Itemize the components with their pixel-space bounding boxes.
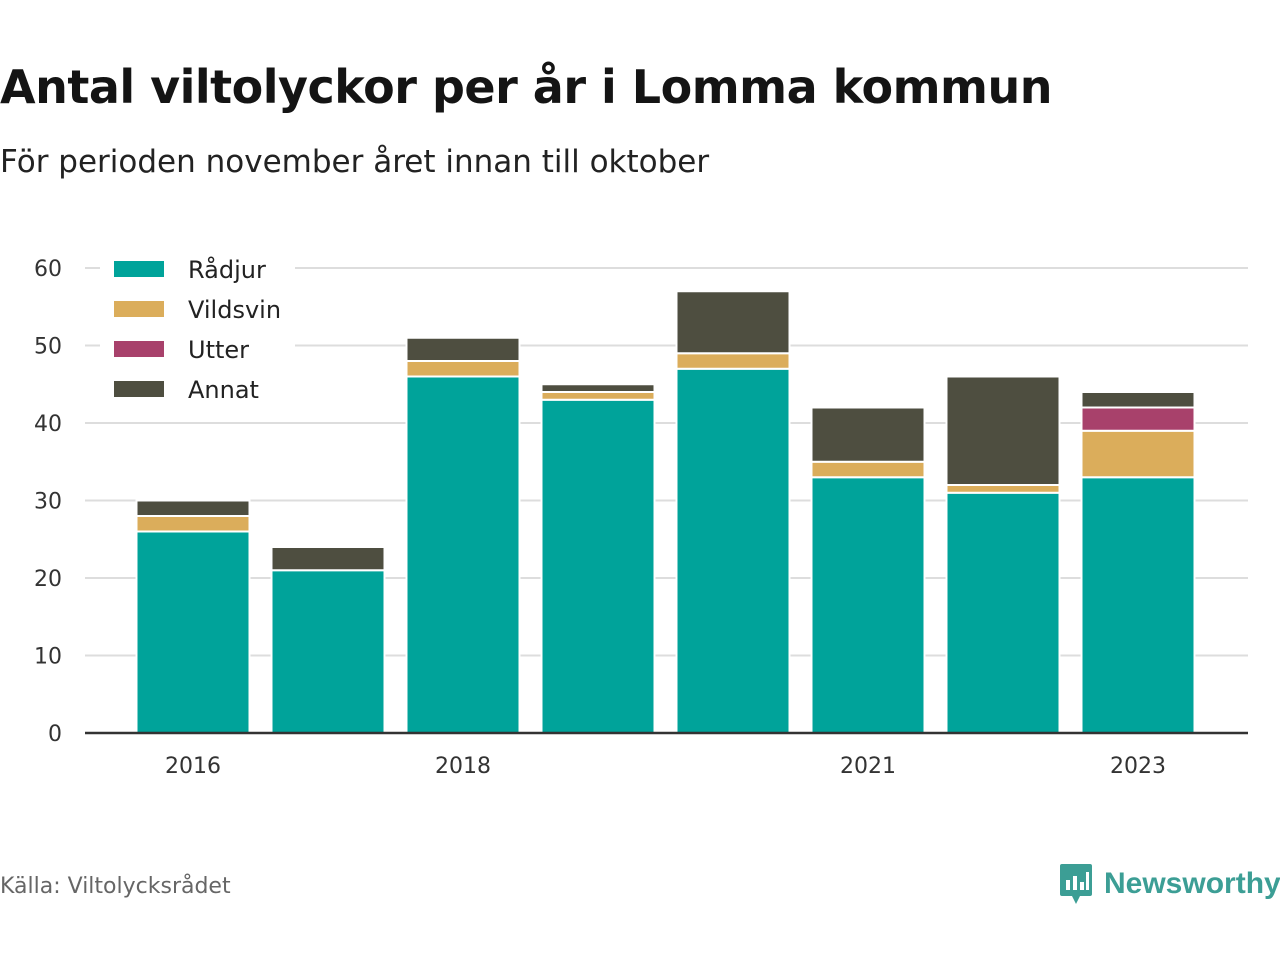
y-axis-ticks: 0 10 20 30 40 50 60 (34, 257, 62, 747)
chart-subtitle: För perioden november året innan till ok… (0, 144, 710, 180)
x-axis-ticks: 2016 2018 2021 2023 (165, 754, 1166, 779)
brand-name: Newsworthy (1104, 867, 1280, 900)
y-tick-label: 10 (34, 645, 62, 670)
bar-segment (405, 336, 521, 362)
bar-segment (810, 460, 926, 479)
bar-segment (945, 484, 1061, 494)
y-tick-label: 30 (34, 490, 62, 515)
bar-segment (135, 515, 251, 533)
y-tick-label: 60 (34, 257, 62, 282)
newsworthy-logo-icon (1060, 864, 1092, 904)
x-tick-label: 2018 (435, 754, 491, 779)
bars (135, 290, 1196, 734)
bar-segment (675, 290, 791, 355)
legend-label: Utter (188, 336, 249, 364)
bar-segment (1080, 391, 1196, 409)
bar-segment (405, 375, 521, 734)
chart-title: Antal viltolyckor per år i Lomma kommun (0, 60, 1052, 114)
bar-segment (945, 375, 1061, 486)
bar-segment (405, 360, 521, 378)
bar-segment (135, 530, 251, 734)
x-tick-label: 2016 (165, 754, 221, 779)
bar-segment (540, 398, 656, 734)
bar-segment (270, 569, 386, 734)
bar-segment (540, 383, 656, 393)
bar-segment (675, 367, 791, 734)
bar-segment (1080, 406, 1196, 432)
legend: Rådjur Vildsvin Utter Annat (100, 248, 295, 413)
y-tick-label: 50 (34, 335, 62, 360)
legend-swatch (114, 341, 164, 357)
y-tick-label: 40 (34, 412, 62, 437)
bar-segment (810, 406, 926, 463)
bar-segment (135, 499, 251, 517)
source-note: Källa: Viltolycksrådet (0, 874, 231, 899)
legend-label: Annat (188, 376, 259, 404)
legend-swatch (114, 381, 164, 397)
bar-segment (540, 391, 656, 401)
legend-label: Vildsvin (188, 296, 281, 324)
bar-segment (1080, 476, 1196, 734)
y-tick-label: 0 (48, 722, 62, 747)
x-tick-label: 2021 (840, 754, 896, 779)
bar-segment (270, 546, 386, 572)
brand: Newsworthy (1058, 860, 1280, 908)
legend-swatch (114, 301, 164, 317)
bar-segment (810, 476, 926, 734)
legend-swatch (114, 261, 164, 277)
bar-segment (945, 491, 1061, 734)
y-tick-label: 20 (34, 567, 62, 592)
bar-segment (675, 352, 791, 370)
legend-label: Rådjur (188, 255, 266, 284)
bar-segment (1080, 429, 1196, 479)
stacked-bar-chart: 0 10 20 30 40 50 60 Rådjur Vildsvin Utter Annat 2… (34, 248, 1248, 779)
x-tick-label: 2023 (1110, 754, 1166, 779)
